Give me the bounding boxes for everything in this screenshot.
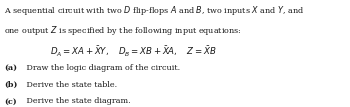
Text: one output $Z$ is specified by the following input equations:: one output $Z$ is specified by the follo… bbox=[4, 24, 242, 36]
Text: A sequential circuit with two $D$ flip-flops $A$ and $B$, two inputs $X$ and $Y$: A sequential circuit with two $D$ flip-f… bbox=[4, 4, 304, 17]
Text: (a): (a) bbox=[4, 64, 17, 72]
Text: $D_A = XA + \bar{X}Y,\quad D_B = XB + \bar{X}A,\quad Z = \bar{X}B$: $D_A = XA + \bar{X}Y,\quad D_B = XB + \b… bbox=[50, 45, 216, 59]
Text: Draw the logic diagram of the circuit.: Draw the logic diagram of the circuit. bbox=[24, 64, 180, 72]
Text: Derive the state table.: Derive the state table. bbox=[24, 81, 117, 89]
Text: (c): (c) bbox=[4, 97, 17, 105]
Text: (b): (b) bbox=[4, 81, 18, 89]
Text: Derive the state diagram.: Derive the state diagram. bbox=[24, 97, 131, 105]
